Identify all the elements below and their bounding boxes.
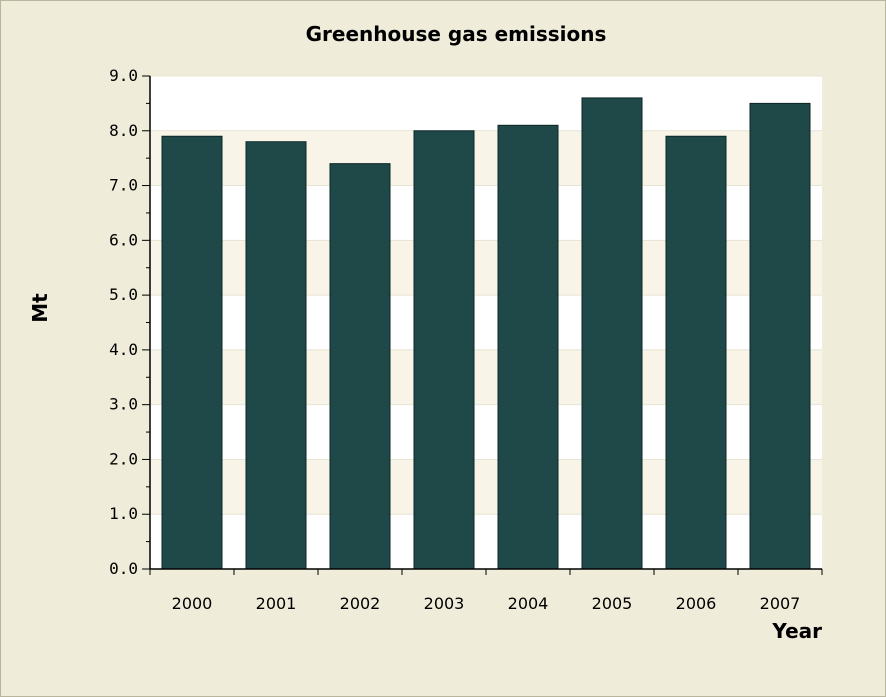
y-tick-label: 0.0 [109, 559, 138, 578]
x-axis-title: Year [771, 619, 822, 643]
bar-2001 [245, 141, 307, 570]
plot-band [150, 76, 822, 131]
bar-2006 [665, 135, 727, 570]
bar-2003 [413, 130, 475, 570]
y-tick-label: 7.0 [109, 176, 138, 195]
x-tick-label: 2006 [676, 594, 717, 613]
y-axis-title: Mt [28, 293, 52, 323]
y-tick-label: 1.0 [109, 504, 138, 523]
bars [161, 97, 811, 570]
y-tick-labels: 0.0 1.0 2.0 3.0 4.0 5.0 6.0 7.0 8.0 9.0 [109, 66, 138, 578]
x-tick-label: 2003 [424, 594, 465, 613]
bar-2005 [581, 97, 643, 570]
y-tick-label: 2.0 [109, 449, 138, 468]
y-tick-label: 9.0 [109, 66, 138, 85]
y-tick-label: 5.0 [109, 285, 138, 304]
bar-2000 [161, 135, 223, 570]
chart-title: Greenhouse gas emissions [306, 22, 607, 46]
y-tick-label: 4.0 [109, 340, 138, 359]
x-tick-label: 2000 [172, 594, 213, 613]
y-tick-label: 3.0 [109, 395, 138, 414]
x-tick-label: 2005 [592, 594, 633, 613]
axes [142, 75, 823, 575]
x-tick-label: 2001 [256, 594, 297, 613]
x-tick-labels: 2000 2001 2002 2003 2004 2005 2006 2007 [172, 594, 801, 613]
bar-2004 [497, 124, 559, 570]
x-tick-label: 2004 [508, 594, 549, 613]
y-tick-label: 6.0 [109, 230, 138, 249]
y-tick-label: 8.0 [109, 121, 138, 140]
x-tick-label: 2002 [340, 594, 381, 613]
x-tick-label: 2007 [760, 594, 801, 613]
bar-2007 [749, 102, 811, 570]
bar-2002 [329, 163, 391, 570]
